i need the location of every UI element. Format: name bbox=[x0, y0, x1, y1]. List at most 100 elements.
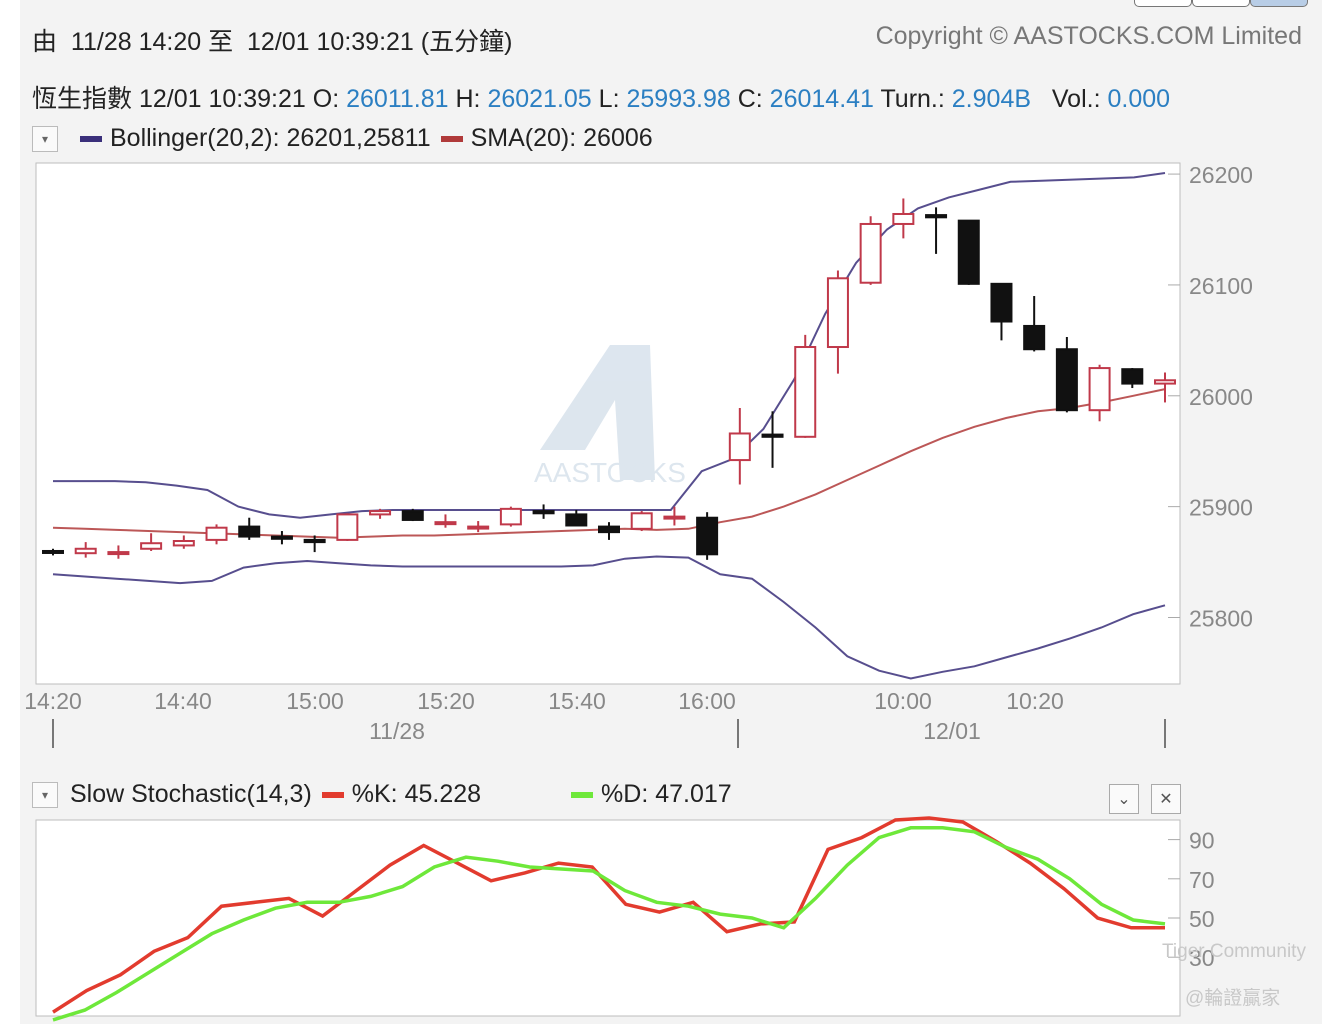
candle bbox=[957, 219, 980, 285]
main-legend: ▾ Bollinger(20,2): 26201,25811 SMA(20): … bbox=[32, 124, 653, 153]
candle bbox=[565, 509, 588, 527]
candle-body bbox=[303, 538, 326, 544]
candle bbox=[925, 207, 948, 254]
stoch-title: Slow Stochastic(14,3) bbox=[70, 780, 312, 808]
candle bbox=[336, 513, 359, 542]
candle-body bbox=[499, 507, 522, 526]
candle bbox=[990, 282, 1013, 341]
candle bbox=[1121, 368, 1144, 389]
bollinger-lower-line bbox=[52, 555, 1166, 680]
candle-body bbox=[1023, 324, 1046, 351]
candle bbox=[107, 545, 130, 559]
candle bbox=[140, 533, 163, 551]
stoch-d-line bbox=[52, 826, 1166, 1022]
y-tick-label: 26000 bbox=[1189, 384, 1253, 410]
candle bbox=[401, 508, 424, 522]
candle bbox=[696, 512, 719, 560]
range-header: 由 11/28 14:20 至 12/01 10:39:21 (五分鐘) bbox=[32, 28, 513, 56]
y-tick-label: 26100 bbox=[1189, 273, 1253, 299]
date-label: 12/01 bbox=[923, 718, 981, 744]
stoch-plot-frame bbox=[35, 819, 1181, 1017]
copyright-text: Copyright © AASTOCKS.COM Limited bbox=[875, 22, 1302, 50]
candle bbox=[42, 548, 64, 556]
candle-body bbox=[205, 526, 228, 541]
candle-body bbox=[925, 214, 948, 219]
stoch-y-tick-label: 90 bbox=[1189, 828, 1215, 854]
handle-watermark: @輪證贏家 bbox=[1185, 988, 1281, 1009]
candle bbox=[1055, 337, 1078, 413]
candle-body bbox=[140, 542, 163, 550]
aastocks-watermark: AASTOCKS bbox=[534, 345, 686, 488]
y-tick-label: 25900 bbox=[1189, 495, 1253, 521]
candle-body bbox=[1154, 379, 1176, 385]
candle-body bbox=[401, 510, 424, 521]
x-tick-label: 16:00 bbox=[678, 688, 736, 714]
candle bbox=[270, 531, 293, 545]
candle bbox=[369, 508, 392, 519]
candle bbox=[826, 270, 849, 374]
close-icon[interactable]: ✕ bbox=[1151, 784, 1181, 814]
stoch-k-line bbox=[52, 816, 1165, 1014]
x-tick-label: 15:40 bbox=[548, 688, 606, 714]
candle-body bbox=[761, 433, 784, 438]
candle-body bbox=[336, 513, 359, 541]
stoch-y-tick-label: 30 bbox=[1189, 945, 1215, 971]
main-dropdown-icon[interactable]: ▾ bbox=[32, 125, 58, 152]
top-tabs[interactable] bbox=[1134, 0, 1308, 7]
x-tick-label: 14:40 bbox=[154, 688, 212, 714]
candle-body bbox=[990, 282, 1013, 323]
candle-body bbox=[598, 525, 620, 534]
candle-body bbox=[892, 212, 915, 225]
candle-body bbox=[826, 277, 849, 349]
x-tick-label: 15:20 bbox=[417, 688, 475, 714]
candle-body bbox=[74, 547, 97, 555]
x-tick-label: 10:20 bbox=[1006, 688, 1064, 714]
candle bbox=[434, 514, 457, 528]
stoch-y-tick-label: 50 bbox=[1189, 906, 1215, 932]
candle bbox=[74, 542, 97, 558]
stoch-dropdown-icon[interactable]: ▾ bbox=[32, 781, 58, 808]
candle-body bbox=[238, 525, 261, 538]
candle-body bbox=[434, 521, 457, 526]
x-tick-label: 15:00 bbox=[286, 688, 344, 714]
candle-body bbox=[565, 513, 588, 527]
sma-label: SMA(20): 26006 bbox=[470, 124, 653, 152]
candle-body bbox=[467, 525, 490, 530]
candle bbox=[892, 198, 915, 239]
candle-body bbox=[957, 219, 980, 285]
bollinger-upper-line bbox=[53, 172, 1166, 519]
tiger-community-watermark: Tiger Community bbox=[1162, 941, 1306, 962]
candle-body bbox=[663, 515, 686, 520]
stoch-legend: ▾ Slow Stochastic(14,3) %K: 45.228 %D: 4… bbox=[32, 780, 732, 809]
quote-line: 恆生指數 12/01 10:39:21 O: 26011.81 H: 26021… bbox=[32, 85, 1171, 113]
candle bbox=[630, 511, 653, 532]
candle bbox=[205, 524, 228, 545]
sma-swatch bbox=[440, 135, 463, 142]
candle bbox=[1023, 296, 1046, 352]
candle-body bbox=[1088, 367, 1111, 412]
candle bbox=[1088, 364, 1111, 422]
candle bbox=[663, 506, 686, 526]
candle bbox=[532, 504, 555, 519]
candle-body bbox=[1055, 348, 1078, 412]
candle bbox=[1154, 372, 1176, 403]
stoch-y-tick-label: 70 bbox=[1189, 867, 1215, 893]
candle bbox=[303, 535, 326, 553]
candle-body bbox=[270, 535, 293, 540]
candle-body bbox=[532, 510, 555, 515]
main-plot-frame bbox=[35, 162, 1181, 685]
k-swatch bbox=[321, 791, 344, 798]
candle bbox=[238, 517, 261, 540]
candle-body bbox=[696, 516, 719, 556]
y-tick-label: 26200 bbox=[1189, 162, 1253, 188]
x-tick-label: 10:00 bbox=[874, 688, 932, 714]
candle bbox=[728, 407, 751, 485]
candle-body bbox=[859, 222, 882, 284]
candle-body bbox=[172, 540, 195, 547]
candle bbox=[499, 506, 522, 527]
candle-body bbox=[42, 549, 64, 554]
collapse-icon[interactable]: ⌄ bbox=[1109, 784, 1139, 814]
candle-body bbox=[107, 551, 130, 556]
date-label: 11/28 bbox=[369, 718, 425, 744]
